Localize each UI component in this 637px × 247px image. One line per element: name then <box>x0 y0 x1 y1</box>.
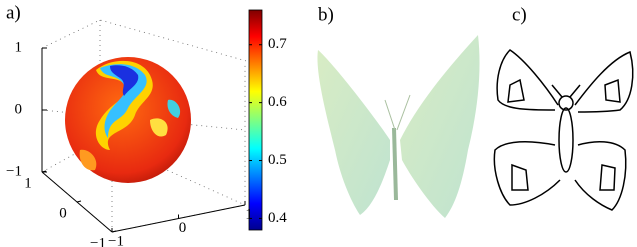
tick-mark <box>112 231 116 232</box>
z-tick-label: −1 <box>6 163 22 179</box>
butterfly-render <box>317 35 479 218</box>
x-tick-label: −1 <box>90 235 106 247</box>
panel-label: c) <box>512 4 527 25</box>
z-tick-label: 1 <box>15 39 23 55</box>
tick-mark <box>77 201 81 202</box>
panel-label: a) <box>6 2 21 23</box>
x-tick-label: 0 <box>59 205 67 221</box>
sphere <box>65 57 191 183</box>
y-tick-label: −1 <box>108 233 124 247</box>
figure: a) b) c) 10−110−1−1010.40.50.60.7 <box>0 0 637 247</box>
colorbar-tick-label: 0.7 <box>268 36 287 52</box>
colorbar-tick-label: 0.6 <box>268 94 287 110</box>
x-tick-label: 1 <box>24 175 32 191</box>
colorbar-tick-label: 0.5 <box>268 152 287 168</box>
y-tick-label: 1 <box>245 206 253 222</box>
z-tick-label: 0 <box>15 101 23 117</box>
panel-label: b) <box>318 4 334 25</box>
colorbar <box>249 10 262 230</box>
y-tick-label: 0 <box>179 220 187 236</box>
colorbar-tick-label: 0.4 <box>268 210 287 226</box>
butterfly-drawing <box>494 50 632 210</box>
